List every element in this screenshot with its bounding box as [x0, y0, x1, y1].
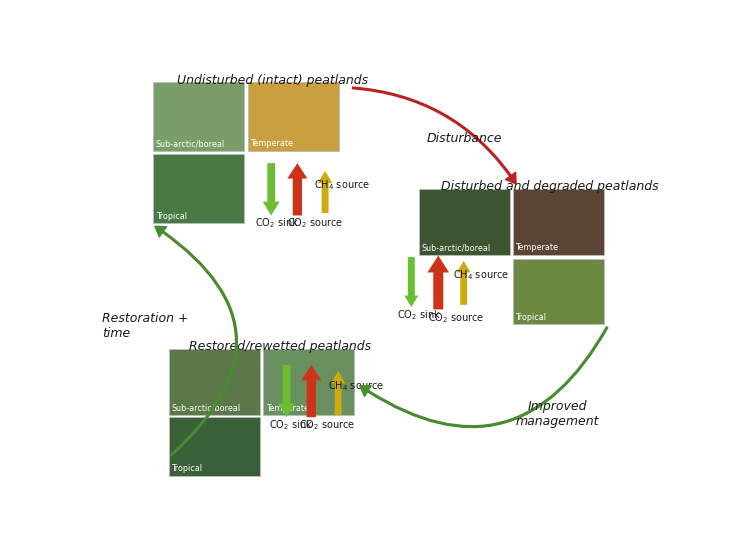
Text: Improved
management: Improved management [516, 400, 599, 428]
Text: CO$_2$ source: CO$_2$ source [428, 311, 484, 325]
Text: CH$_4$ source: CH$_4$ source [328, 379, 384, 393]
Text: Restored/rewetted peatlands: Restored/rewetted peatlands [189, 340, 371, 353]
Text: Restoration +
time: Restoration + time [102, 313, 188, 341]
Text: CH$_4$ source: CH$_4$ source [453, 268, 509, 281]
Text: CO$_2$ source: CO$_2$ source [286, 216, 343, 230]
Text: CO$_2$ sink: CO$_2$ sink [255, 216, 299, 230]
Polygon shape [318, 171, 332, 213]
Polygon shape [404, 257, 418, 307]
Text: CO$_2$ sink: CO$_2$ sink [398, 308, 442, 322]
Text: Sub-arctic/boreal: Sub-arctic/boreal [422, 243, 490, 252]
Text: Temperate: Temperate [515, 243, 558, 252]
Text: Tropical: Tropical [171, 464, 202, 473]
FancyBboxPatch shape [513, 259, 604, 324]
FancyBboxPatch shape [169, 350, 260, 415]
FancyBboxPatch shape [513, 189, 604, 255]
Text: Tropical: Tropical [156, 212, 187, 221]
Text: CO$_2$ source: CO$_2$ source [299, 418, 355, 432]
Text: Sub-arctic/boreal: Sub-arctic/boreal [156, 139, 225, 148]
Polygon shape [278, 365, 295, 417]
FancyBboxPatch shape [248, 81, 339, 151]
Text: Temperate: Temperate [266, 404, 309, 413]
Text: CH$_4$ source: CH$_4$ source [314, 179, 370, 192]
FancyBboxPatch shape [263, 350, 354, 415]
Text: Sub-arctic/boreal: Sub-arctic/boreal [171, 404, 240, 413]
Text: Undisturbed (intact) peatlands: Undisturbed (intact) peatlands [177, 74, 368, 87]
Text: Temperate: Temperate [251, 139, 293, 148]
FancyArrowPatch shape [360, 327, 608, 428]
FancyBboxPatch shape [169, 417, 260, 476]
FancyArrowPatch shape [155, 226, 238, 456]
Polygon shape [331, 371, 346, 415]
Polygon shape [287, 163, 308, 216]
Polygon shape [457, 261, 470, 305]
Text: Disturbance: Disturbance [427, 132, 502, 145]
Text: Tropical: Tropical [515, 313, 546, 322]
FancyBboxPatch shape [153, 154, 244, 223]
Text: CO$_2$ sink: CO$_2$ sink [268, 418, 313, 432]
FancyBboxPatch shape [419, 189, 510, 255]
Text: Disturbed and degraded peatlands: Disturbed and degraded peatlands [441, 180, 658, 193]
Polygon shape [302, 365, 321, 417]
FancyBboxPatch shape [153, 81, 244, 151]
FancyArrowPatch shape [352, 87, 516, 184]
Polygon shape [427, 256, 449, 309]
Polygon shape [262, 163, 280, 216]
